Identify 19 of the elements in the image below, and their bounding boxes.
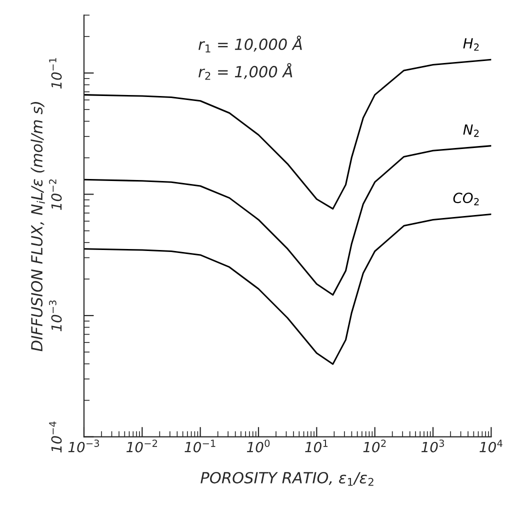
x-tick-label: 10$^{−3}$: [68, 440, 100, 452]
x-tick-label: 10$^{−1}$: [184, 440, 216, 452]
series-label: CO$_{2}$: [453, 192, 479, 206]
x-tick-label: 10$^{4}$: [480, 440, 502, 452]
series-label: N$_{2}$: [463, 124, 479, 137]
y-tick-label: 10$^{−2}$: [49, 179, 62, 210]
y-axis-title: DIFFUSION FLUX, N$_{i}$L/ε (mol/m s): [30, 102, 45, 352]
x-tick-label: 10$^{3}$: [421, 440, 444, 452]
x-tick-label: 10$^{0}$: [246, 440, 270, 452]
annotation: r$_{2}$ = 1,000 Å: [198, 63, 292, 80]
series-label: H$_{2}$: [463, 38, 479, 51]
annotation: r$_{1}$ = 10,000 Å: [198, 36, 302, 52]
y-tick-label: 10$^{−3}$: [49, 300, 62, 332]
y-tick-label: 10$^{−4}$: [49, 422, 62, 452]
x-tick-label: 10$^{2}$: [363, 440, 386, 452]
x-tick-label: 10$^{−2}$: [126, 440, 157, 452]
y-tick-label: 10$^{−1}$: [49, 58, 62, 89]
x-tick-label: 10$^{1}$: [305, 440, 328, 452]
x-axis-title: POROSITY RATIO, ε$_{1}$/ε$_{2}$: [200, 472, 374, 486]
